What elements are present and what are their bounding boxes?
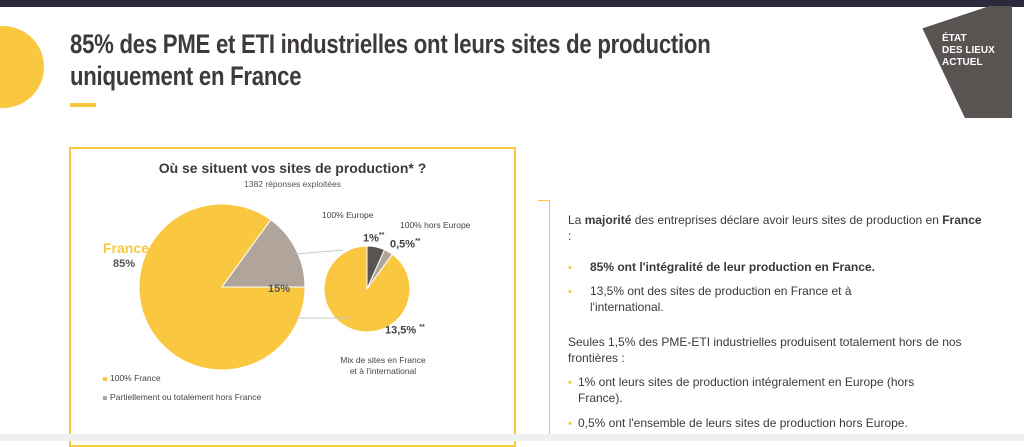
intro-paragraph: La majorité des entreprises déclare avoi… [568,213,988,244]
label-100-hors-europe: 100% hors Europe [400,220,471,230]
label-15: 15% [268,283,291,295]
legend-item-france: 100% France [103,373,161,383]
bullet-dot: • [568,262,572,274]
legend-label-france: 100% France [110,373,161,383]
bullet-85-text: 85% ont l'intégralité de leur production… [590,260,875,274]
bullet-135-text: 13,5% ont des sites de production en Fra… [590,284,852,314]
intro-b: des entreprises déclare avoir leurs site… [631,213,943,227]
label-05-value: 0,5% [390,238,416,251]
label-100-europe: 100% Europe [322,210,374,220]
label-1-value: 1% [363,232,379,245]
title-underline [70,103,96,107]
label-1-stars: ** [378,232,385,239]
label-mix-line-1: Mix de sites en France [340,355,426,365]
tag-line-2: DES LIEUX [942,45,995,56]
top-bar [0,0,1024,7]
label-05-percent: 0,5%** [390,238,421,251]
bullet-1-text: 1% ont leurs sites de production intégra… [578,375,915,405]
label-85: 85% [113,258,136,270]
pie-slice-100-france [138,203,306,371]
bullet-135-percent: • 13,5% ont des sites de production en Fr… [568,284,928,315]
page-title: 85% des PME et ETI industrielles ont leu… [70,28,742,92]
legend-swatch-france [103,376,107,381]
bullet-85-percent: • 85% ont l'intégralité de leur productio… [568,260,968,277]
bullet-dot: • [568,377,572,389]
legend-item-hors-france: Partiellement ou totalement hors France [103,392,261,402]
intro-bold-majorite: majorité [584,213,632,227]
label-05-stars: ** [415,238,421,245]
intro-c: : [568,228,572,243]
chart-subtitle: 1382 réponses exploitées [244,179,341,189]
label-1-percent: 1%** [363,232,384,245]
bullet-dot: • [568,418,572,430]
label-135-stars: ** [419,324,425,331]
intro-a: La [568,213,585,227]
label-135-percent: 13,5% ** [385,324,425,337]
pie-slice-hors-france [221,219,306,288]
bullet-1-percent: • 1% ont leurs sites de production intégr… [568,375,968,406]
bullet-05-percent: • 0,5% ont l'ensemble de leurs sites de p… [568,416,988,433]
label-france: France [103,240,149,256]
bottom-strip [0,434,1024,441]
tag-line-3: ACTUEL [942,57,983,68]
bullet-dot: • [568,286,572,298]
legend-label-hors-france: Partiellement ou totalement hors France [110,392,262,402]
tag-line-1: ÉTAT [942,33,967,44]
bullet-05-text: 0,5% ont l'ensemble de leurs sites de pr… [578,416,908,430]
label-mix: Mix de sites en France et à l'internatio… [318,355,448,377]
title-line-2: uniquement en France [70,61,302,91]
connector-line-top [295,249,344,255]
intro-bold-france: France [942,213,982,227]
legend-swatch-hors-france [103,395,107,400]
title-line-1: 85% des PME et ETI industrielles ont leu… [70,29,711,59]
chart-title: Où se situent vos sites de production* ? [158,160,427,176]
second-paragraph: Seules 1,5% des PME-ETI industrielles pr… [568,335,962,365]
pie-slice-100-hors-europe [366,249,393,290]
label-mix-line-2: et à l'international [349,366,417,376]
section-tag-text: ÉTAT DES LIEUX ACTUEL [942,33,1012,69]
text-bracket [538,200,550,437]
label-135-value: 13,5% [385,324,417,337]
